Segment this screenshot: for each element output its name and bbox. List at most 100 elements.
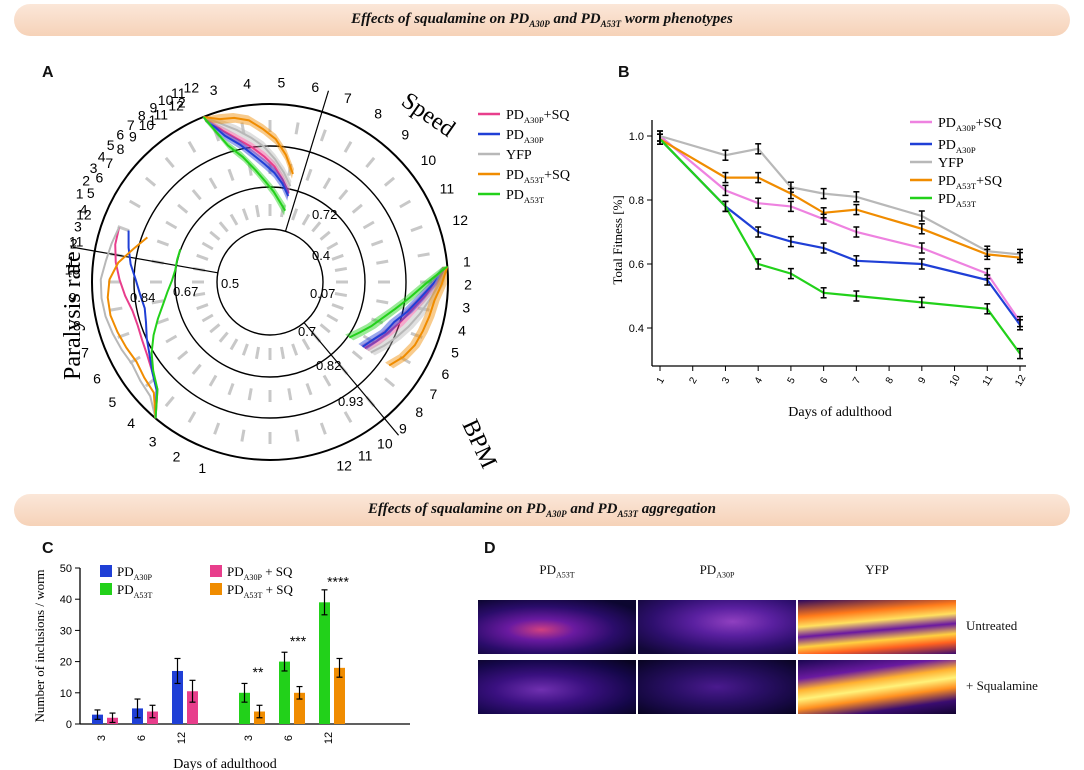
radar-day-speed: 2 [178, 95, 186, 111]
radar-ring-value-speed: 0.4 [312, 248, 330, 263]
radar-separator [303, 322, 400, 436]
radar-tick [213, 422, 221, 435]
legend-swatch [210, 583, 222, 595]
radar-tick [279, 346, 286, 360]
radar-day-bpm: 8 [415, 404, 423, 420]
radar-ring-value-speed: 0.72 [312, 207, 337, 222]
radar-tick [187, 140, 197, 153]
radar-day-bpm-lower: 9 [129, 128, 137, 144]
legend-label: PDA30P+SQ [938, 116, 1001, 133]
radar-day-speed: 5 [278, 74, 286, 90]
x-tick-label: 4 [753, 375, 766, 386]
banner-text: and [549, 11, 581, 27]
radar-tick [229, 213, 239, 226]
radar-day-top: 3 [90, 160, 98, 176]
panel-label-b: B [618, 64, 630, 81]
legend-swatch [100, 565, 112, 577]
radar-line-bpm [364, 265, 449, 350]
bar [319, 602, 330, 724]
radar-tick [319, 230, 331, 241]
radar-tick [229, 338, 239, 351]
radar-band-bpm [358, 266, 448, 350]
radar-tick [294, 429, 300, 442]
radar-ring-value-bpm: 0.82 [316, 358, 341, 373]
radar-ring [91, 103, 449, 461]
micrograph-grid: PDA53T PDA30P YFP Untreated + Squalamine [470, 560, 1070, 760]
radar-line-paralysis [150, 249, 182, 419]
micrograph-row-label: Untreated [966, 618, 1018, 633]
radar-tick [201, 241, 214, 251]
radar-day-bpm: 2 [464, 277, 472, 293]
x-tick-label: 7 [851, 375, 864, 386]
radar-day-paralysis: 7 [81, 345, 89, 361]
radar-day-speed: 8 [374, 106, 382, 122]
radar-day-bpm-lower: 3 [74, 218, 82, 234]
radar-tick [326, 313, 339, 323]
radar-tick [196, 303, 209, 311]
radar-tick [191, 189, 202, 201]
radar-line-paralysis [127, 230, 158, 419]
radar-day-top: 5 [107, 137, 115, 153]
radar-day-top: 11 [171, 85, 186, 101]
radar-tick [291, 208, 299, 221]
radar-band-bpm [366, 266, 448, 356]
inclusions-bar-chart: 0 10 20 30 40 50 Number of inclusions / worm Da… [32, 563, 410, 770]
x-tick-label: 1 [655, 375, 668, 386]
x-tick-label: 12 [176, 732, 188, 744]
radar-day-bpm-lower: 12 [168, 97, 184, 113]
banner-text: aggregation [638, 501, 716, 517]
radar-tick [201, 313, 214, 323]
bar [172, 670, 183, 724]
radar-day-bpm: 11 [358, 448, 373, 464]
radar-tick [343, 140, 353, 153]
banner-aggregation: Effects of squalamine on PDA30P and PDA5… [14, 494, 1070, 526]
y-tick-label: 50 [60, 563, 72, 575]
radar-day-top: 8 [138, 108, 146, 124]
banner-strain-sub: A30P [529, 19, 550, 29]
radar-separator [284, 90, 330, 232]
radar-day-bpm-lower: 4 [80, 201, 88, 217]
legend-label: PDA53T+SQ [938, 174, 1002, 191]
radar-tick [287, 388, 293, 401]
radar-day-speed: 6 [311, 79, 319, 95]
micrograph-image [478, 660, 636, 714]
radar-tick [247, 388, 253, 401]
y-tick-label: 10 [60, 688, 72, 700]
radar-tick [410, 225, 423, 233]
bar [279, 661, 290, 724]
radar-day-paralysis: 12 [76, 206, 92, 222]
radar-tick [227, 382, 235, 396]
x-tick-label: 3 [243, 735, 255, 741]
legend-label: YFP [938, 156, 964, 171]
panel-label-d: D [484, 540, 496, 557]
fitness-line [659, 138, 1021, 326]
radar-day-bpm-lower: 1 [67, 253, 75, 269]
micrograph-column-label: YFP [865, 562, 889, 577]
legend-label: PDA53T [117, 582, 152, 600]
radar-tick [311, 221, 322, 233]
radar-tick [177, 350, 189, 361]
banner-phenotypes: Effects of squalamine on PDA30P and PDA5… [14, 4, 1070, 36]
panel-label-a: A [42, 64, 54, 81]
radar-tick [110, 306, 123, 312]
legend-label: PDA30P [938, 138, 976, 155]
x-axis-title: Days of adulthood [173, 757, 276, 770]
radar-day-paralysis: 10 [65, 261, 81, 277]
y-tick-label: 20 [60, 657, 72, 669]
radar-day-bpm-lower: 10 [139, 117, 155, 133]
radar-band-speed [203, 112, 295, 179]
radar-tick [196, 253, 209, 261]
micrograph-row-label: + Squalamine [966, 678, 1038, 693]
radar-tick [177, 203, 189, 214]
radar-line-bpm [348, 265, 448, 339]
radar-day-bpm: 7 [430, 386, 438, 402]
radar-tick [331, 253, 344, 261]
legend-label: PDA53T [938, 192, 977, 209]
radar-tick [305, 382, 313, 396]
radar-day-bpm: 9 [399, 421, 407, 437]
radar-ring [216, 228, 324, 336]
radar-day-bpm-lower: 2 [70, 236, 78, 252]
banner-strain-sub: A53T [600, 19, 622, 29]
radar-day-paralysis: 5 [109, 394, 117, 410]
radar-day-bpm: 10 [377, 435, 393, 451]
